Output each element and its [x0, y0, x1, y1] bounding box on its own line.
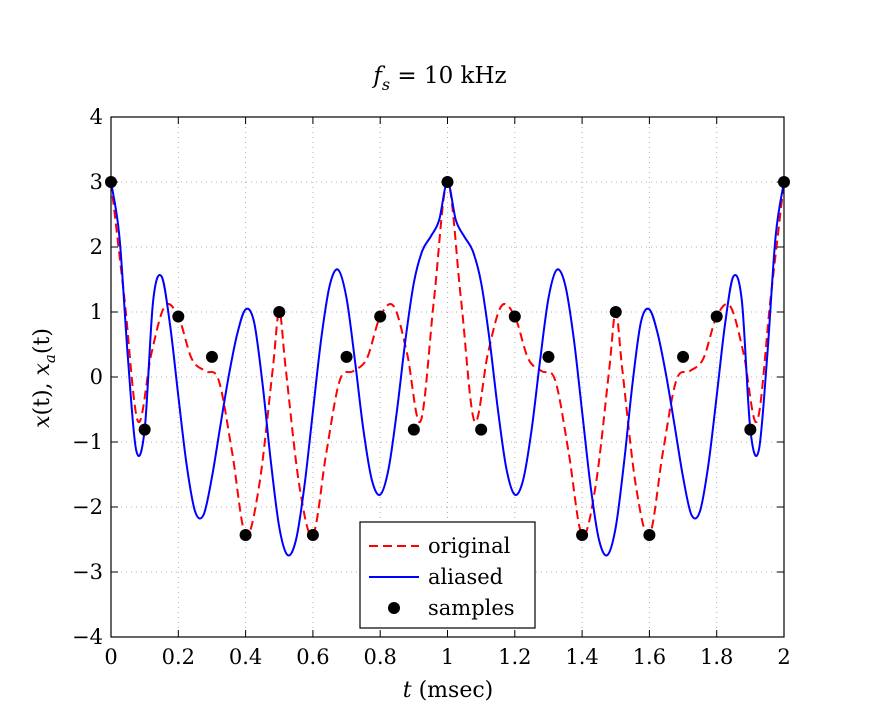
y-axis-label: x(t), xa(t)	[30, 328, 59, 428]
x-tick-label: 0	[104, 645, 117, 669]
title-sub: s	[382, 75, 390, 94]
ticks: 0 0.2 0.4 0.6 0.8 1 1.2 1.4 1.6 1.8 2 −4 −3 −2 −1 0 1 2 3 4	[72, 105, 791, 669]
sample-point	[576, 528, 589, 541]
x-tick-label: 1.2	[498, 645, 531, 669]
sample-point	[374, 310, 387, 323]
x-tick-label: 0.2	[162, 645, 195, 669]
sample-point	[138, 423, 151, 436]
x-tick-label: 0.8	[363, 645, 396, 669]
y-tick-label: −3	[72, 560, 103, 584]
sample-point	[508, 310, 521, 323]
sample-point	[172, 310, 185, 323]
sample-point	[407, 423, 420, 436]
legend-label-samples: samples	[428, 596, 515, 620]
sample-point	[475, 423, 488, 436]
x-axis-label: t (msec)	[403, 678, 494, 703]
ylabel-part4: (t)	[30, 328, 55, 354]
sample-point	[542, 350, 555, 363]
sample-point	[710, 310, 723, 323]
x-tick-label: 1.4	[565, 645, 598, 669]
legend-swatch-samples	[388, 602, 400, 614]
sample-point	[340, 350, 353, 363]
x-tick-label: 1	[441, 645, 454, 669]
y-tick-label: 1	[90, 300, 103, 324]
ylabel-sub: a	[41, 354, 59, 363]
sample-point	[677, 350, 690, 363]
xlabel-var: t	[403, 678, 412, 703]
y-tick-label: −4	[72, 625, 103, 649]
legend-label-original: original	[428, 534, 511, 558]
ylabel-x1: x	[30, 415, 55, 428]
y-tick-label: −2	[72, 495, 103, 519]
sample-point	[205, 350, 218, 363]
x-tick-label: 0.6	[296, 645, 329, 669]
x-tick-label: 2	[777, 645, 790, 669]
sample-point	[609, 306, 622, 318]
y-tick-label: 0	[90, 365, 103, 389]
sample-point	[239, 528, 252, 541]
series-layer	[105, 176, 790, 557]
title-rest: = 10 kHz	[390, 63, 507, 89]
x-tick-label: 1.6	[633, 645, 666, 669]
x-tick-label: 1.8	[700, 645, 733, 669]
legend: original aliased samples	[359, 521, 536, 629]
xlabel-rest: (msec)	[412, 678, 494, 703]
y-tick-label: −1	[72, 430, 103, 454]
ylabel-x2: x	[30, 362, 55, 375]
ylabel-part2: (t),	[30, 375, 55, 415]
legend-label-aliased: aliased	[428, 565, 503, 589]
chart-title: fs = 10 kHz	[371, 63, 506, 94]
sample-point	[643, 528, 656, 541]
y-tick-label: 4	[90, 105, 103, 129]
y-tick-label: 2	[90, 235, 103, 259]
sample-point	[744, 423, 757, 436]
sample-point	[441, 176, 454, 188]
y-tick-label: 3	[90, 170, 103, 194]
x-tick-label: 0.4	[229, 645, 262, 669]
sample-point	[273, 306, 286, 318]
title-var: f	[371, 63, 385, 89]
sample-point	[306, 528, 319, 541]
